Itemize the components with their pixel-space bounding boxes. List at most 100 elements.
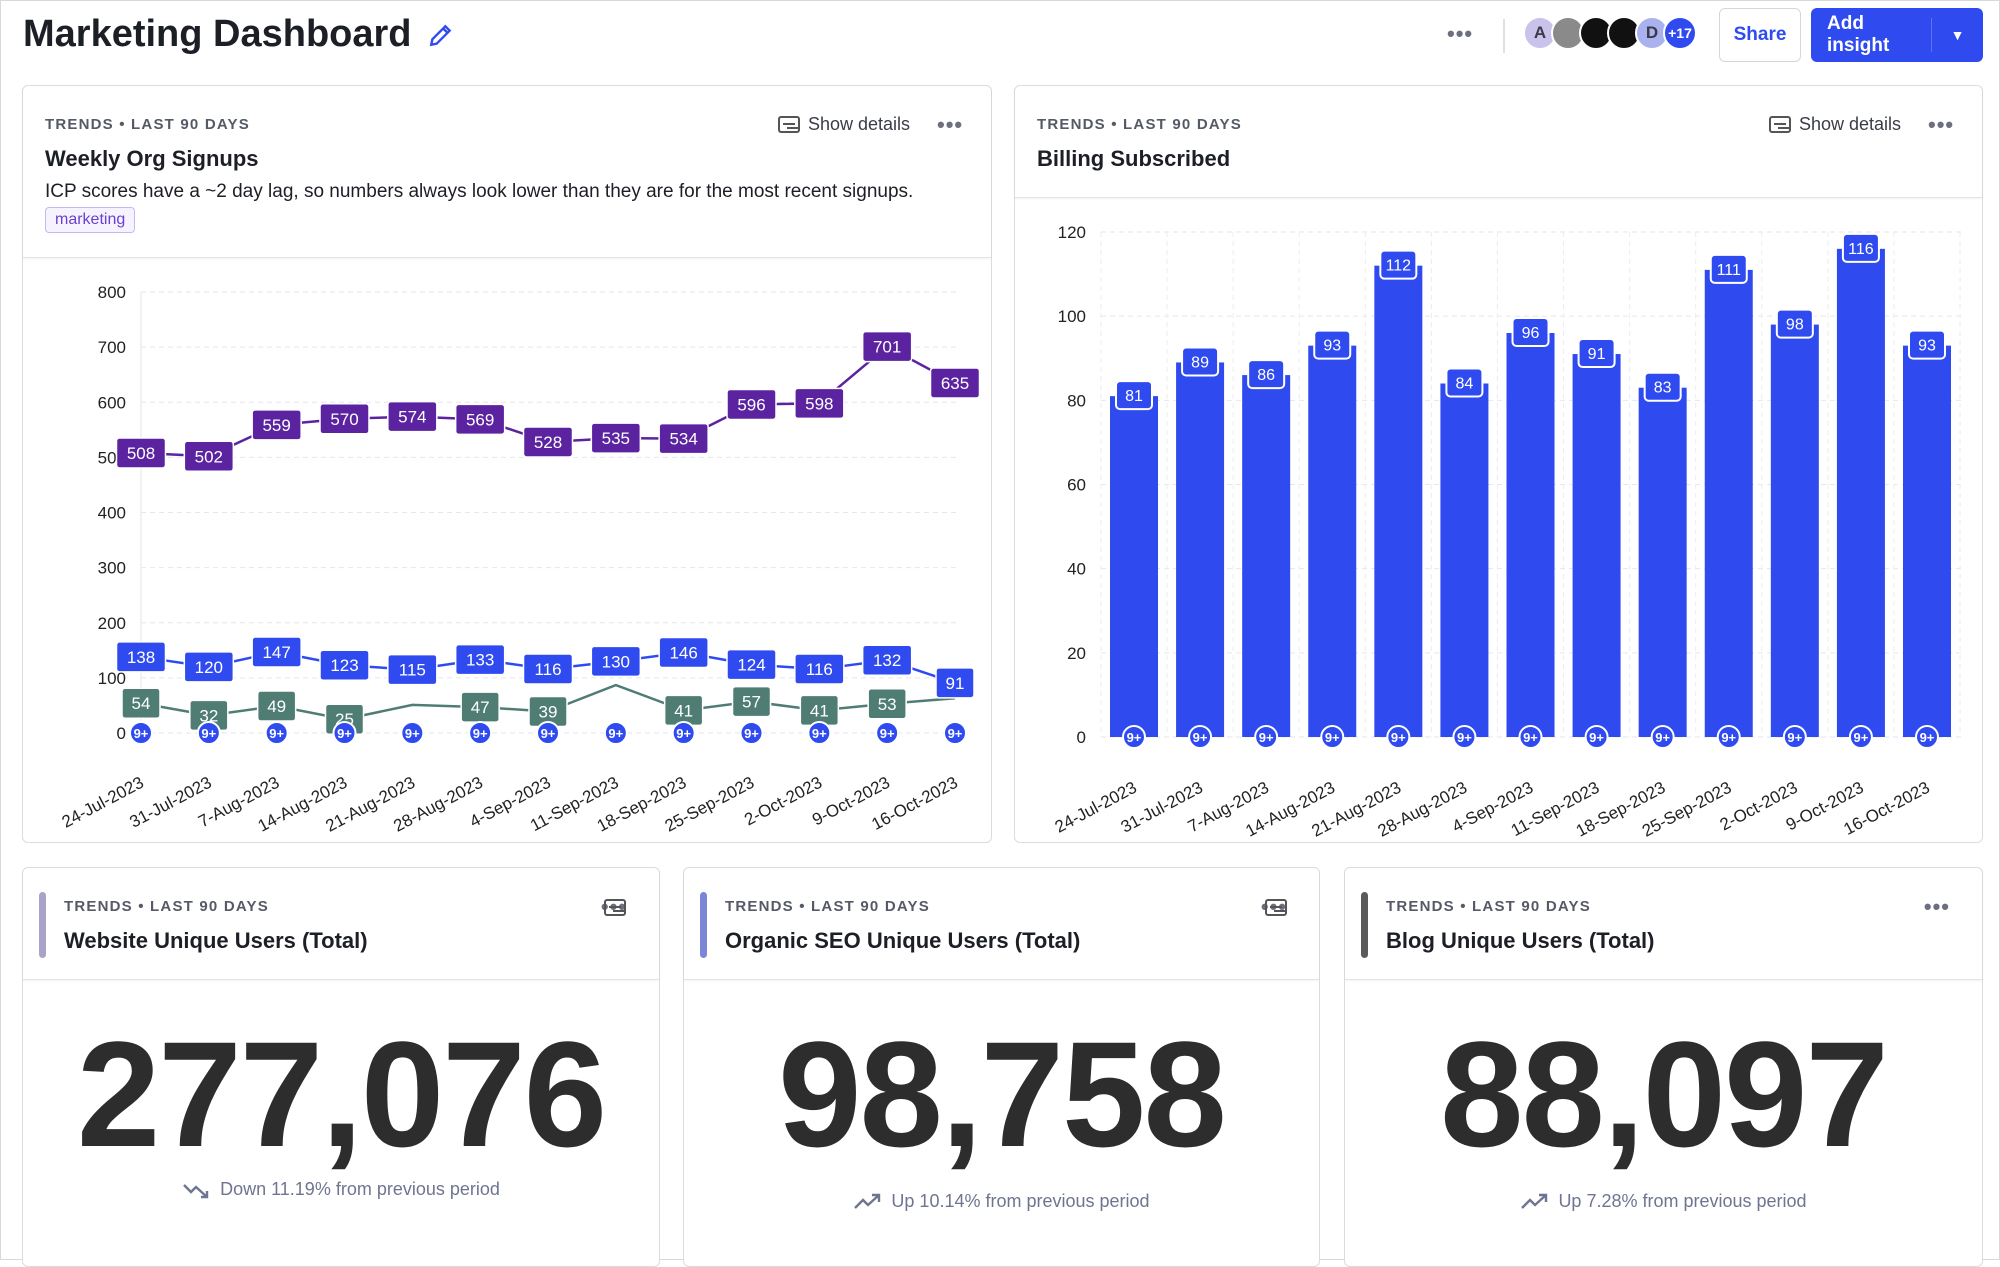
card-kicker: TRENDS • LAST 90 DAYS bbox=[45, 116, 250, 133]
data-label: 115 bbox=[399, 661, 426, 680]
trend-text: Up 7.28% from previous period bbox=[1558, 1191, 1807, 1211]
page-title: Marketing Dashboard bbox=[23, 13, 412, 55]
data-label: 559 bbox=[262, 416, 290, 435]
card-more-icon[interactable]: ••• bbox=[1923, 894, 1950, 919]
data-label-box bbox=[454, 403, 506, 436]
data-label: 123 bbox=[330, 656, 358, 675]
card-kicker: TRENDS • LAST 90 DAYS bbox=[725, 898, 930, 915]
annotation-marker bbox=[943, 721, 967, 745]
y-tick-label: 20 bbox=[1067, 644, 1086, 663]
data-label: 116 bbox=[806, 660, 833, 679]
big-number-value: 88,097 bbox=[1440, 1010, 1889, 1178]
annotation-marker bbox=[1716, 725, 1741, 749]
tag-badge[interactable]: marketing bbox=[45, 207, 136, 233]
data-label-box bbox=[1379, 249, 1418, 280]
data-label-box bbox=[387, 400, 438, 433]
show-details-button[interactable]: Show details bbox=[778, 114, 910, 135]
avatar[interactable]: A bbox=[1523, 16, 1557, 50]
pencil-icon[interactable] bbox=[428, 22, 454, 48]
data-label: 596 bbox=[737, 395, 765, 414]
show-details-button[interactable]: Show details bbox=[1769, 114, 1901, 135]
annotation-marker bbox=[129, 721, 153, 745]
y-tick-label: 600 bbox=[98, 393, 126, 412]
data-label: 86 bbox=[1257, 367, 1275, 384]
data-label: 502 bbox=[195, 447, 223, 466]
annotation-marker bbox=[400, 721, 425, 745]
card-title[interactable]: Billing Subscribed bbox=[1037, 146, 1231, 171]
annotation-label: 9+ bbox=[948, 726, 963, 741]
add-insight-button[interactable]: Add insight ▼ bbox=[1811, 8, 1983, 62]
annotation-label: 9+ bbox=[880, 726, 895, 741]
details-icon[interactable] bbox=[604, 899, 626, 916]
y-tick-label: 800 bbox=[98, 283, 126, 302]
trend-text: Up 10.14% from previous period bbox=[891, 1191, 1150, 1211]
avatar[interactable]: +17 bbox=[1663, 16, 1697, 50]
y-tick-label: 120 bbox=[1058, 223, 1086, 242]
card-description: ICP scores have a ~2 day lag, so numbers… bbox=[45, 181, 914, 202]
data-label: 81 bbox=[1125, 388, 1143, 405]
data-label-box bbox=[1908, 329, 1946, 360]
chevron-down-icon[interactable]: ▼ bbox=[1931, 18, 1983, 52]
data-label-box bbox=[183, 651, 235, 683]
bar bbox=[1110, 396, 1158, 737]
annotation-marker bbox=[196, 721, 221, 745]
annotation-marker bbox=[1452, 725, 1477, 749]
card-header: TRENDS • LAST 90 DAYS Website Unique Use… bbox=[23, 868, 659, 980]
card-title[interactable]: Weekly Org Signups bbox=[45, 146, 259, 171]
more-options-icon[interactable]: ••• bbox=[1447, 21, 1474, 46]
details-icon[interactable] bbox=[1265, 899, 1287, 916]
bar bbox=[1176, 362, 1225, 737]
data-label-box bbox=[861, 330, 913, 363]
card-title[interactable]: Website Unique Users (Total) bbox=[64, 928, 368, 953]
card-title[interactable]: Organic SEO Unique Users (Total) bbox=[725, 928, 1081, 953]
data-label: 598 bbox=[805, 394, 833, 413]
annotation-marker bbox=[332, 721, 357, 745]
data-label: 116 bbox=[1848, 241, 1874, 258]
share-button[interactable]: Share bbox=[1719, 8, 1801, 62]
annotation-marker bbox=[1650, 725, 1675, 749]
annotation-label: 9+ bbox=[1391, 730, 1406, 745]
card-header: TRENDS • LAST 90 DAYS Blog Unique Users … bbox=[1265, 868, 1982, 980]
data-label: 93 bbox=[1323, 338, 1341, 355]
annotation-marker bbox=[468, 721, 493, 745]
data-label: 701 bbox=[873, 338, 901, 357]
show-details-label[interactable]: Show details bbox=[1799, 114, 1902, 134]
show-details-label[interactable]: Show details bbox=[808, 114, 911, 134]
annotation-label: 9+ bbox=[269, 726, 284, 741]
data-label-box bbox=[1445, 367, 1484, 398]
annotation-marker bbox=[1188, 725, 1213, 749]
annotation-label: 9+ bbox=[1787, 730, 1802, 745]
data-label-box bbox=[794, 387, 845, 420]
data-label: 146 bbox=[669, 644, 697, 663]
annotation-label: 9+ bbox=[1325, 730, 1340, 745]
collaborator-avatars[interactable]: A D +17 bbox=[1523, 16, 1697, 50]
data-label-box bbox=[251, 636, 302, 668]
annotation-label: 9+ bbox=[1920, 730, 1935, 745]
annotation-label: 9+ bbox=[473, 726, 488, 741]
annotation-marker bbox=[1848, 725, 1873, 749]
annotation-marker bbox=[1386, 725, 1411, 749]
data-label: 39 bbox=[539, 703, 558, 722]
annotation-marker bbox=[603, 721, 628, 745]
data-label: 528 bbox=[534, 433, 562, 452]
annotation-marker bbox=[875, 721, 900, 745]
data-label: 133 bbox=[466, 651, 494, 670]
annotation-label: 9+ bbox=[134, 726, 149, 741]
card-title[interactable]: Blog Unique Users (Total) bbox=[1386, 928, 1655, 953]
color-accent-bar bbox=[1361, 892, 1368, 958]
annotation-marker bbox=[264, 721, 289, 745]
data-label: 124 bbox=[737, 656, 765, 675]
data-label: 83 bbox=[1654, 380, 1672, 397]
avatar[interactable]: D bbox=[1635, 16, 1669, 50]
card-more-icon[interactable]: ••• bbox=[937, 112, 964, 137]
data-label-box bbox=[794, 653, 845, 685]
trend-indicator: Up 7.28% from previous period bbox=[1345, 1191, 1982, 1212]
data-label: 96 bbox=[1522, 325, 1540, 342]
data-label: 91 bbox=[946, 674, 965, 693]
data-label-box bbox=[590, 422, 642, 454]
card-more-icon[interactable]: ••• bbox=[1928, 112, 1955, 137]
data-label-box bbox=[522, 653, 574, 685]
add-insight-label[interactable]: Add insight bbox=[1827, 13, 1890, 56]
data-label-box bbox=[861, 644, 913, 676]
data-label: 49 bbox=[267, 697, 286, 716]
